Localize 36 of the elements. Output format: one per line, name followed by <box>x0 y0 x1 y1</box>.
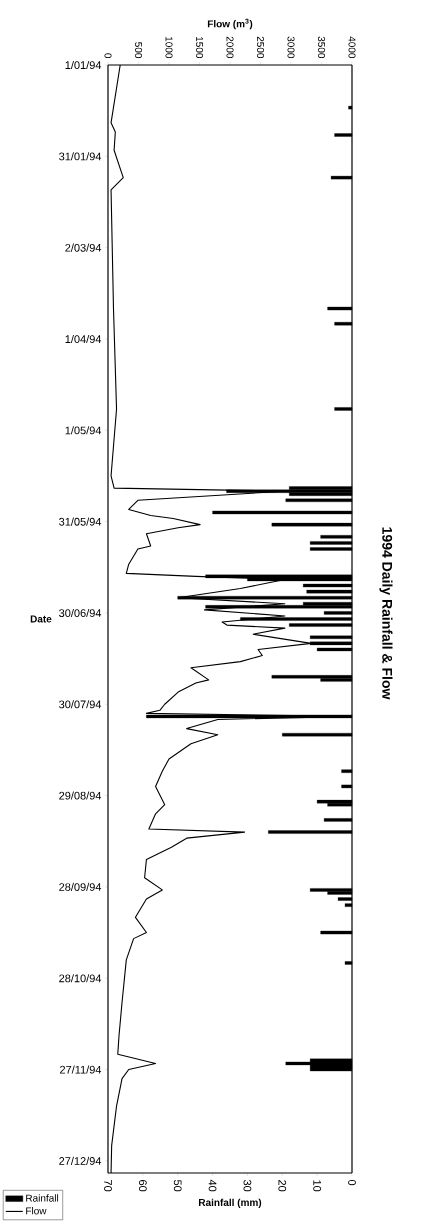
x-tick-label: 70 <box>104 1180 112 1192</box>
y-tick-label: 1/04/94 <box>65 334 102 343</box>
x-tick-label: 60 <box>138 1180 147 1192</box>
x2-tick-label: 2500 <box>256 36 265 59</box>
x2-tick-label: 1000 <box>165 36 173 59</box>
x-axis-title: Rainfall (mm) <box>199 1198 262 1208</box>
y-tick-label: 31/05/94 <box>59 517 102 526</box>
x2-tick-label: 3000 <box>287 36 295 59</box>
x2-tick-label: 1500 <box>195 36 204 59</box>
y-tick-label: 1/05/94 <box>65 426 102 435</box>
x2-tick-label: 0 <box>104 53 112 59</box>
x-tick-label: 0 <box>348 1179 356 1186</box>
y-tick-label: 1/01/94 <box>65 60 102 70</box>
x-tick-label: 30 <box>243 1179 252 1192</box>
legend-label: Rainfall <box>26 1194 59 1202</box>
y-tick-label: 27/12/94 <box>59 1156 102 1165</box>
y-tick-label: 30/06/94 <box>59 608 102 617</box>
x-tick-label: 10 <box>313 1180 322 1192</box>
y-tick-label: 27/11/94 <box>60 1065 102 1074</box>
x2-tick-label: 2000 <box>226 36 234 59</box>
y-tick-label: 28/10/94 <box>59 974 102 983</box>
y-tick-label: 31/01/94 <box>59 152 102 161</box>
y-tick-label: 2/03/94 <box>65 243 102 252</box>
x2-tick-label: 3500 <box>317 36 326 59</box>
x2-axis-title: Flow (m$^{3}$) <box>207 18 253 30</box>
y-tick-label: 28/09/94 <box>59 882 102 891</box>
y-tick-label: 30/07/94 <box>59 700 102 709</box>
x-tick-label: 50 <box>173 1179 182 1192</box>
x2-tick-label: 500 <box>134 42 143 59</box>
x-tick-label: 20 <box>278 1180 287 1192</box>
y-axis-title: Date <box>30 615 52 623</box>
x-tick-label: 40 <box>208 1179 217 1192</box>
text: 1994 Daily Rainfall & Flow <box>379 527 393 700</box>
y-tick-label: 29/08/94 <box>59 791 102 800</box>
legend-label: Flow <box>26 1207 47 1215</box>
x2-tick-label: 4000 <box>348 36 356 59</box>
